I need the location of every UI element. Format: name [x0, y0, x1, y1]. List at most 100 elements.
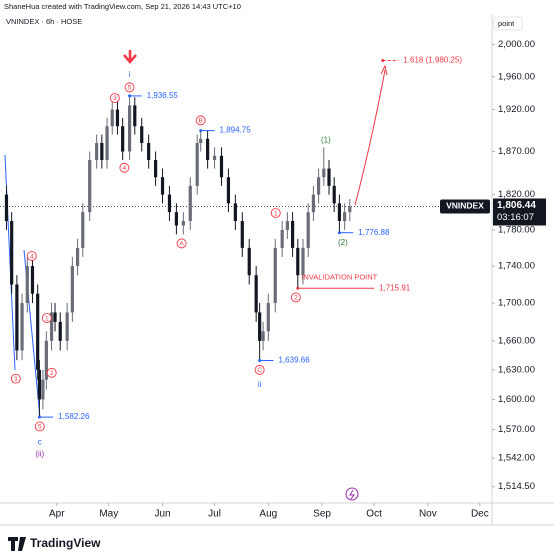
wave-label: 3 — [113, 95, 117, 102]
symbol-tag-bg — [440, 199, 490, 214]
projection-arrow — [354, 69, 386, 206]
candle-body — [258, 312, 262, 341]
wave-label: 4 — [30, 253, 34, 260]
candle-body — [49, 312, 54, 341]
candle-body — [44, 340, 48, 380]
candle-body — [25, 266, 29, 304]
wave-marker — [124, 82, 135, 93]
chart-title: VNINDEX · 6h · HOSE — [6, 17, 82, 26]
candle-body — [140, 126, 144, 144]
wave-marker — [176, 238, 187, 249]
candle-body — [301, 247, 305, 276]
header: ShaneHua created with TradingView.com, S… — [4, 2, 241, 11]
wave-label: 1 — [45, 315, 49, 322]
level-label: 1,894.75 — [220, 126, 252, 135]
candle-body — [127, 105, 132, 152]
candle-body — [285, 221, 289, 230]
candle-body — [167, 194, 172, 213]
x-tick-label: Oct — [366, 509, 382, 520]
candle-body — [65, 312, 69, 341]
candle-body — [327, 168, 331, 186]
y-tick-label: 1,780.00 — [498, 224, 535, 235]
wave-label: C — [257, 367, 262, 374]
wave-marker — [270, 208, 281, 218]
wave-label: 5 — [38, 424, 42, 431]
y-tick-label: 2,000.00 — [498, 39, 535, 50]
candle-body — [188, 185, 192, 222]
x-tick-label: Jul — [208, 509, 221, 520]
candle-body — [88, 160, 92, 213]
wave-marker — [41, 313, 52, 324]
candle-body — [296, 247, 300, 276]
candle-body — [199, 138, 203, 144]
y-tick-label: 1,630.00 — [498, 364, 535, 375]
wave-label: ii — [258, 380, 262, 389]
wave-label: c — [38, 437, 42, 446]
y-tick-label: 1,960.00 — [498, 71, 535, 82]
candle-body — [343, 212, 347, 222]
candle-body — [95, 143, 99, 161]
candle-body — [20, 303, 24, 351]
candle-body — [53, 312, 57, 322]
candle-body — [160, 177, 165, 195]
x-tick-label: Aug — [259, 509, 277, 520]
x-tick-label: May — [99, 509, 118, 520]
level-label: 1.618 (1,980.25) — [403, 56, 462, 65]
candle-body — [30, 266, 35, 294]
y-tick-label: 1,700.00 — [498, 298, 535, 309]
candle-body — [212, 155, 217, 161]
y-tick-label: 1,870.00 — [498, 146, 535, 157]
candle-body — [121, 126, 125, 152]
candle-body — [316, 177, 321, 195]
x-tick-label: Dec — [471, 509, 489, 520]
y-tick-label: 1,740.00 — [498, 261, 535, 272]
candle-body — [41, 379, 45, 400]
wave-marker — [10, 373, 21, 384]
projection-arrow-head — [380, 64, 388, 76]
candle-body — [311, 194, 315, 213]
candle-body — [266, 303, 270, 332]
candle-body — [115, 109, 120, 127]
candle-body — [337, 203, 342, 222]
candle-body — [254, 275, 258, 313]
wave-marker — [290, 292, 301, 303]
symbol-tag: VNINDEX — [446, 201, 484, 211]
wave-marker — [26, 251, 37, 261]
candle-body — [110, 109, 114, 127]
candle-body — [58, 321, 62, 341]
wave-marker — [34, 421, 45, 432]
candle-body — [174, 212, 179, 226]
level-label: 1,582.26 — [58, 412, 90, 421]
candle-body — [240, 221, 244, 248]
wave-label: 5 — [128, 85, 132, 92]
level-anchor — [37, 415, 41, 419]
logo: TradingView — [30, 536, 101, 550]
candle-body — [133, 105, 137, 127]
wave-label: 1 — [274, 210, 278, 217]
y-tick-label: 1,570.00 — [498, 424, 535, 435]
candle-body — [147, 143, 151, 161]
level-label: 1,715.91 — [379, 283, 411, 292]
x-tick-label: Jun — [154, 509, 170, 520]
y-tick-label: 1,600.00 — [498, 394, 535, 405]
y-unit: point — [498, 19, 515, 28]
wave-label: 4 — [123, 165, 127, 172]
candle-body — [195, 143, 199, 186]
candle-body — [153, 160, 158, 178]
wave-label: (2) — [338, 238, 348, 247]
candle-body — [306, 212, 310, 248]
annotation-note: INVALIDATION POINT — [301, 273, 377, 282]
candle-body — [4, 194, 9, 222]
candle-body — [226, 177, 231, 204]
level-anchor — [128, 94, 132, 98]
level-anchor — [199, 129, 203, 133]
candle-body — [105, 126, 109, 161]
x-tick-label: Apr — [49, 509, 65, 520]
wave-label: A — [179, 241, 184, 248]
wave-label: B — [199, 118, 203, 125]
event-icon[interactable] — [345, 487, 359, 501]
wave-label: (ii) — [35, 450, 44, 459]
wave-marker — [254, 364, 265, 375]
level-label: 1,639.66 — [279, 356, 311, 365]
